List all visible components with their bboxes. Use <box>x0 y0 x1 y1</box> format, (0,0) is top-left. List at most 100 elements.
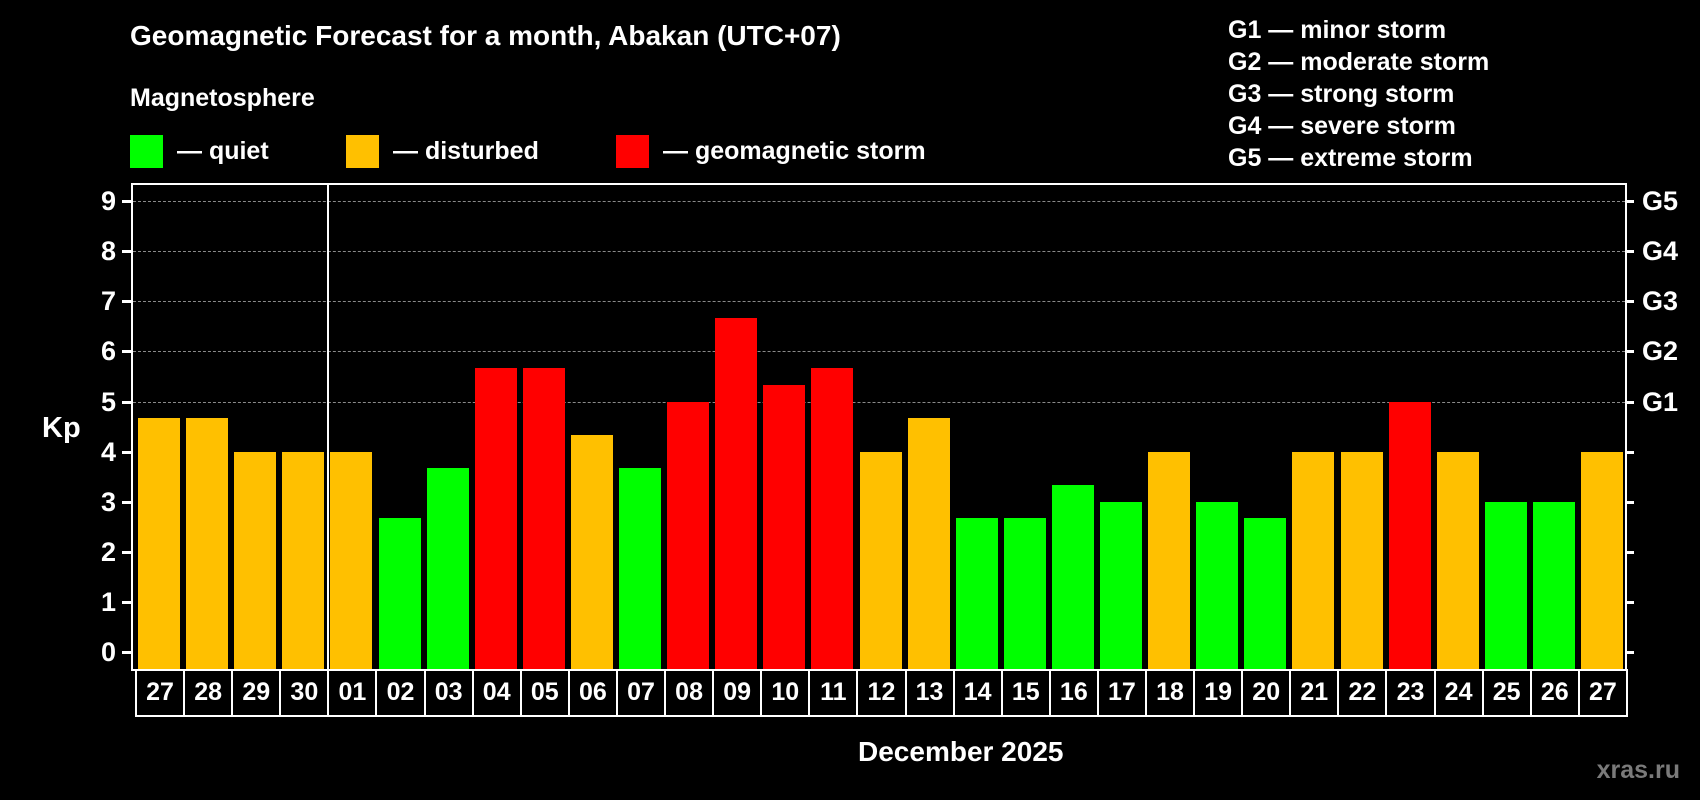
y-tick-label: 2 <box>100 536 116 567</box>
bar-disturbed <box>234 451 277 669</box>
bar-quiet <box>1003 518 1046 669</box>
bar-quiet <box>1196 501 1239 669</box>
x-tick-label: 15 <box>1003 669 1051 715</box>
right-tick <box>1625 550 1634 554</box>
right-tick <box>1625 300 1634 304</box>
storm-level-label: G5 <box>1642 186 1679 217</box>
y-tick-label: 0 <box>100 637 116 667</box>
storm-level-label: G1 <box>1642 386 1679 417</box>
x-tick-label: 17 <box>1099 669 1147 715</box>
bar-quiet <box>1051 485 1094 669</box>
x-tick-label: 30 <box>281 669 330 715</box>
y-axis-label: Kp <box>42 412 81 444</box>
bar-storm <box>715 317 758 669</box>
right-tick <box>1625 500 1634 504</box>
x-tick-label: 07 <box>618 669 667 715</box>
x-tick-label: 12 <box>858 669 907 715</box>
bar-storm <box>474 367 517 669</box>
x-tick-label: 27 <box>137 669 186 715</box>
gridline <box>133 251 1625 253</box>
legend-storm-label: — geomagnetic storm <box>663 136 926 165</box>
storm-scale-legend: G1 — minor storm G2 — moderate storm G3 … <box>1228 14 1489 174</box>
bar-disturbed <box>186 418 229 669</box>
x-tick-label: 06 <box>570 669 618 715</box>
y-tick-label: 3 <box>100 486 116 517</box>
legend-disturbed-label: — disturbed <box>393 136 539 165</box>
x-tick-label: 10 <box>762 669 811 715</box>
y-tick <box>122 200 131 204</box>
watermark: xras.ru <box>1596 756 1680 784</box>
x-axis-labels: 27 28 29 30 01 02 03 04 05 06 07 08 09 10 11 12 13 14 15 16… <box>135 669 1628 717</box>
chart-title: Geomagnetic Forecast for a month, Abakan… <box>130 20 841 51</box>
bar-disturbed <box>907 418 950 669</box>
bar-disturbed <box>1436 451 1479 669</box>
bar-disturbed <box>1292 451 1335 669</box>
legend-disturbed: — disturbed <box>346 134 539 168</box>
x-tick-label: 05 <box>522 669 570 715</box>
x-tick-label: 03 <box>426 669 474 715</box>
bar-storm <box>667 401 710 669</box>
legend-quiet: — quiet <box>130 134 269 168</box>
x-axis-title: December 2025 <box>858 736 1064 767</box>
y-tick-label: 8 <box>100 236 116 267</box>
right-tick <box>1625 400 1634 404</box>
y-tick <box>122 500 131 504</box>
bar-storm <box>763 384 806 669</box>
y-tick <box>122 450 131 454</box>
y-tick-label: 9 <box>100 186 116 217</box>
bar-storm <box>1388 401 1431 669</box>
gridline <box>133 201 1625 203</box>
bar-disturbed <box>282 451 325 669</box>
month-divider <box>327 185 329 669</box>
bar-quiet <box>619 468 661 669</box>
y-tick <box>122 250 131 254</box>
x-tick-label: 22 <box>1339 669 1388 715</box>
storm-swatch-icon <box>616 134 649 168</box>
x-tick-label: 20 <box>1243 669 1292 715</box>
x-tick-label: 18 <box>1147 669 1196 715</box>
y-tick <box>122 300 131 304</box>
x-tick-label: 08 <box>666 669 715 715</box>
y-tick <box>122 600 131 604</box>
x-tick-label: 27 <box>1588 677 1617 706</box>
gridline <box>133 401 1625 403</box>
right-tick <box>1625 600 1634 604</box>
storm-scale-g4: G4 — severe storm <box>1228 112 1456 140</box>
y-tick-label: 4 <box>100 436 116 467</box>
bar-quiet <box>1484 501 1527 669</box>
y-tick <box>122 651 131 654</box>
y-tick-label: 7 <box>100 286 116 317</box>
x-tick-label: 01 <box>329 669 378 715</box>
disturbed-swatch-icon <box>346 134 379 168</box>
storm-scale-g5: G5 — extreme storm <box>1228 144 1473 172</box>
y-tick-label: 6 <box>100 336 116 367</box>
storm-level-label: G4 <box>1642 236 1679 267</box>
x-tick-label: 26 <box>1532 669 1580 715</box>
right-tick <box>1625 350 1634 354</box>
x-tick-label: 02 <box>377 669 426 715</box>
x-tick-label: 04 <box>474 669 522 715</box>
legend-quiet-label: — quiet <box>177 136 269 165</box>
y-tick-label: 1 <box>100 586 116 617</box>
x-tick-label: 19 <box>1195 669 1244 715</box>
y-tick-label: 5 <box>100 386 116 417</box>
bar-quiet <box>1532 501 1575 669</box>
bar-disturbed <box>330 451 373 669</box>
storm-level-label: G2 <box>1642 336 1679 367</box>
storm-scale-g2: G2 — moderate storm <box>1228 48 1490 76</box>
bar-disturbed <box>859 451 902 669</box>
plot-area <box>131 183 1627 671</box>
x-tick-label: 29 <box>233 669 282 715</box>
x-tick-label: 21 <box>1291 669 1340 715</box>
x-tick-label: 24 <box>1436 669 1484 715</box>
x-tick-label: 28 <box>185 669 234 715</box>
legend-storm: — geomagnetic storm <box>616 134 926 168</box>
bar-disturbed <box>1148 451 1191 669</box>
bar-quiet <box>955 518 998 669</box>
bar-quiet <box>1100 501 1142 669</box>
right-tick <box>1625 200 1634 204</box>
bar-disturbed <box>1340 451 1383 669</box>
y-tick <box>122 400 131 404</box>
storm-level-label: G3 <box>1642 286 1679 317</box>
bar-disturbed <box>570 435 613 669</box>
